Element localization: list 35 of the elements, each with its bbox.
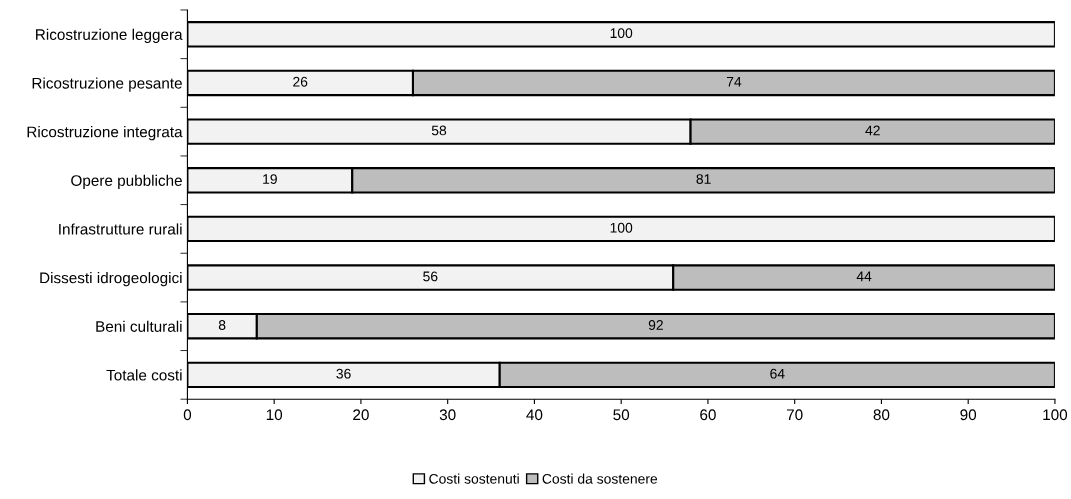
data-label: 74: [726, 77, 742, 87]
y-tick-label: Dissesti idrogeologici: [40, 272, 182, 287]
data-label: 92: [648, 320, 663, 330]
x-tick-label: 80: [873, 409, 890, 421]
data-label: 100: [610, 28, 633, 39]
x-tick-label: 10: [266, 409, 283, 421]
data-label: 56: [423, 271, 438, 282]
x-tick-label: 40: [526, 409, 543, 421]
data-label: 19: [263, 174, 277, 184]
data-label: 64: [770, 368, 785, 379]
y-tick-label: Ricostruzione integrata: [27, 126, 183, 141]
x-tick-label: 20: [353, 409, 369, 421]
x-tick-label: 90: [960, 409, 977, 421]
y-tick-label: Opere pubbliche: [71, 174, 182, 189]
data-label: 100: [610, 222, 633, 233]
legend-label: Costi da sostenere: [542, 473, 658, 484]
legend-label: Costi sostenuti: [429, 473, 519, 484]
y-tick-label: Infrastrutture rurali: [59, 223, 182, 235]
data-label: 36: [336, 368, 351, 379]
y-tick-label: Beni culturali: [96, 320, 182, 332]
data-label: 44: [856, 271, 872, 282]
data-label: 26: [293, 76, 308, 87]
x-tick-label: 30: [439, 409, 456, 421]
x-tick-label: 60: [700, 409, 716, 421]
x-tick-label: 50: [613, 409, 630, 421]
data-label: 8: [218, 320, 226, 330]
x-tick-label: 100: [1043, 409, 1068, 421]
y-tick-label: Totale costi: [106, 369, 182, 381]
y-tick-label: Ricostruzione leggera: [36, 28, 183, 44]
x-tick-label: 70: [786, 409, 803, 421]
data-label: 42: [865, 125, 880, 136]
x-tick-label: 0: [183, 409, 192, 421]
data-label: 81: [696, 174, 711, 184]
y-tick-label: Ricostruzione pesante: [32, 77, 182, 92]
data-label: 58: [431, 125, 447, 136]
